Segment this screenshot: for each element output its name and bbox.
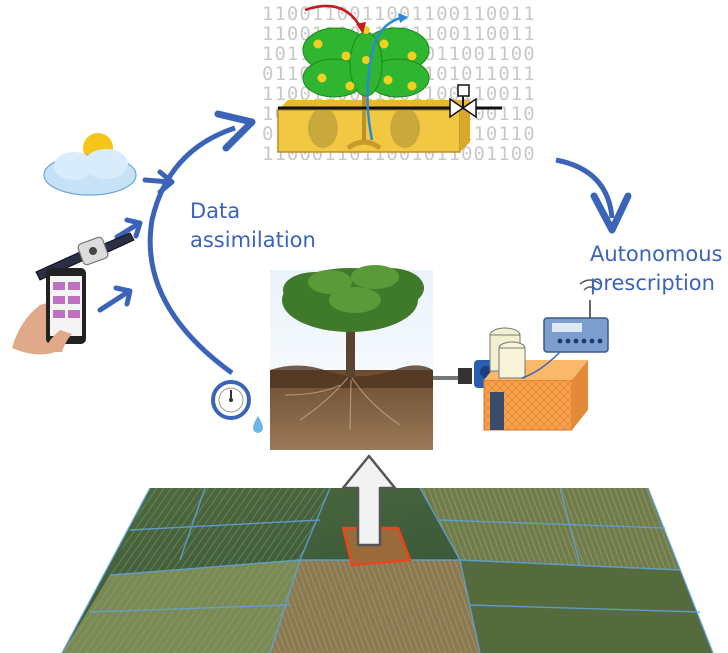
irrigation-controller-icon <box>521 279 609 379</box>
autonomous-prescription-line-2: prescription <box>590 271 715 295</box>
autonomous-prescription-line-1: Autonomous <box>590 242 723 266</box>
input-arrows <box>97 169 175 313</box>
plant-model-icon <box>277 4 502 153</box>
data-assimilation-arrow <box>147 125 236 376</box>
soil-tree-block <box>270 265 433 450</box>
upward-arrow <box>341 454 397 547</box>
weather-icon <box>43 133 137 196</box>
water-tank-icon <box>483 327 588 431</box>
valve-icon <box>449 84 477 119</box>
prescription-arrow <box>555 157 615 219</box>
smartphone-icon <box>12 268 86 355</box>
data-assimilation-label: Data assimilation <box>190 197 316 255</box>
pressure-sensor-icon <box>211 380 263 433</box>
aerial-field-map <box>61 487 714 653</box>
data-assimilation-line-2: assimilation <box>190 228 316 252</box>
data-assimilation-line-1: Data <box>190 199 241 223</box>
autonomous-prescription-label: Autonomous prescription <box>590 240 722 298</box>
